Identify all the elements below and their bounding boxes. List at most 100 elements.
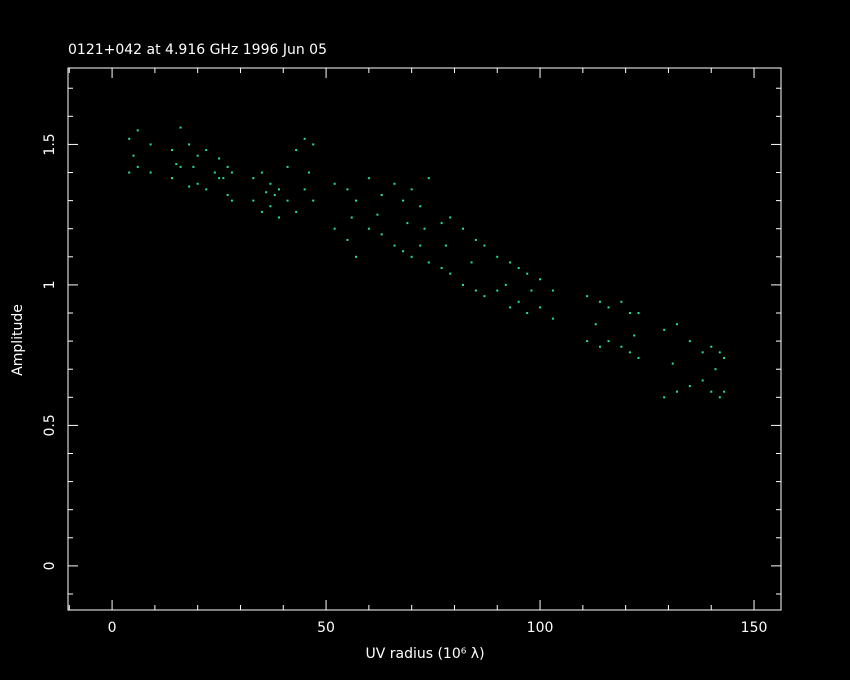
data-point <box>295 210 298 213</box>
data-point <box>551 317 554 320</box>
data-point <box>462 227 465 230</box>
data-point <box>230 171 233 174</box>
data-point <box>277 216 280 219</box>
data-point <box>594 323 597 326</box>
data-point <box>367 227 370 230</box>
x-axis-label: UV radius (10⁶ λ) <box>365 646 484 662</box>
chart-title: 0121+042 at 4.916 GHz 1996 Jun 05 <box>68 42 327 58</box>
data-point <box>132 154 135 157</box>
data-point <box>350 216 353 219</box>
data-point <box>346 188 349 191</box>
data-point <box>496 289 499 292</box>
data-point <box>517 300 520 303</box>
data-point <box>312 199 315 202</box>
data-point <box>607 340 610 343</box>
data-point <box>380 194 383 197</box>
data-point <box>504 283 507 286</box>
data-point <box>526 272 529 275</box>
data-point <box>136 165 139 168</box>
data-point <box>402 250 405 253</box>
data-point <box>286 199 289 202</box>
data-point <box>509 306 512 309</box>
data-point <box>269 205 272 208</box>
x-tick-label: 50 <box>317 620 335 636</box>
data-point <box>701 351 704 354</box>
data-point <box>136 129 139 132</box>
data-point <box>355 255 358 258</box>
data-point <box>410 188 413 191</box>
data-point <box>170 177 173 180</box>
data-point <box>628 351 631 354</box>
data-point <box>449 272 452 275</box>
data-point <box>723 356 726 359</box>
data-point <box>444 244 447 247</box>
data-point <box>620 345 623 348</box>
data-point <box>526 312 529 315</box>
data-point <box>440 222 443 225</box>
data-point <box>710 345 713 348</box>
data-point <box>393 244 396 247</box>
x-tick-label: 100 <box>527 620 554 636</box>
data-point <box>179 165 182 168</box>
data-point <box>449 216 452 219</box>
data-point <box>260 210 263 213</box>
data-point <box>303 137 306 140</box>
data-point <box>205 149 208 152</box>
data-point <box>355 199 358 202</box>
data-point <box>607 306 610 309</box>
data-point <box>128 137 131 140</box>
data-point <box>367 177 370 180</box>
data-point <box>586 295 589 298</box>
y-axis-label: Amplitude <box>10 304 26 376</box>
y-tick-label: 0.5 <box>42 414 58 436</box>
data-point <box>307 171 310 174</box>
data-point <box>333 227 336 230</box>
data-point <box>213 171 216 174</box>
data-point <box>179 126 182 129</box>
data-point <box>230 199 233 202</box>
data-point <box>419 205 422 208</box>
data-point <box>688 385 691 388</box>
data-point <box>718 396 721 399</box>
data-point <box>710 390 713 393</box>
data-point <box>676 323 679 326</box>
y-tick-label: 0 <box>42 561 58 570</box>
data-point <box>175 163 178 166</box>
data-point <box>633 334 636 337</box>
data-point <box>423 227 426 230</box>
data-point <box>637 312 640 315</box>
data-point <box>406 222 409 225</box>
data-point <box>496 255 499 258</box>
data-point <box>380 233 383 236</box>
data-point <box>286 165 289 168</box>
data-point <box>663 396 666 399</box>
plot-frame <box>67 67 782 611</box>
data-point <box>333 182 336 185</box>
data-point <box>598 300 601 303</box>
data-point <box>273 194 276 197</box>
data-point <box>427 177 430 180</box>
data-point <box>295 149 298 152</box>
data-point <box>188 143 191 146</box>
data-point <box>598 345 601 348</box>
data-point <box>517 267 520 270</box>
data-point <box>462 283 465 286</box>
data-point <box>483 295 486 298</box>
data-point <box>192 165 195 168</box>
data-point <box>252 199 255 202</box>
data-point <box>205 188 208 191</box>
data-point <box>402 199 405 202</box>
y-tick-label: 1.5 <box>42 133 58 155</box>
data-point <box>440 267 443 270</box>
x-tick-label: 150 <box>741 620 768 636</box>
data-point <box>128 171 131 174</box>
data-point <box>170 149 173 152</box>
data-point <box>723 390 726 393</box>
data-point <box>196 182 199 185</box>
x-tick-label: 0 <box>108 620 117 636</box>
data-point <box>586 340 589 343</box>
data-point <box>676 390 679 393</box>
